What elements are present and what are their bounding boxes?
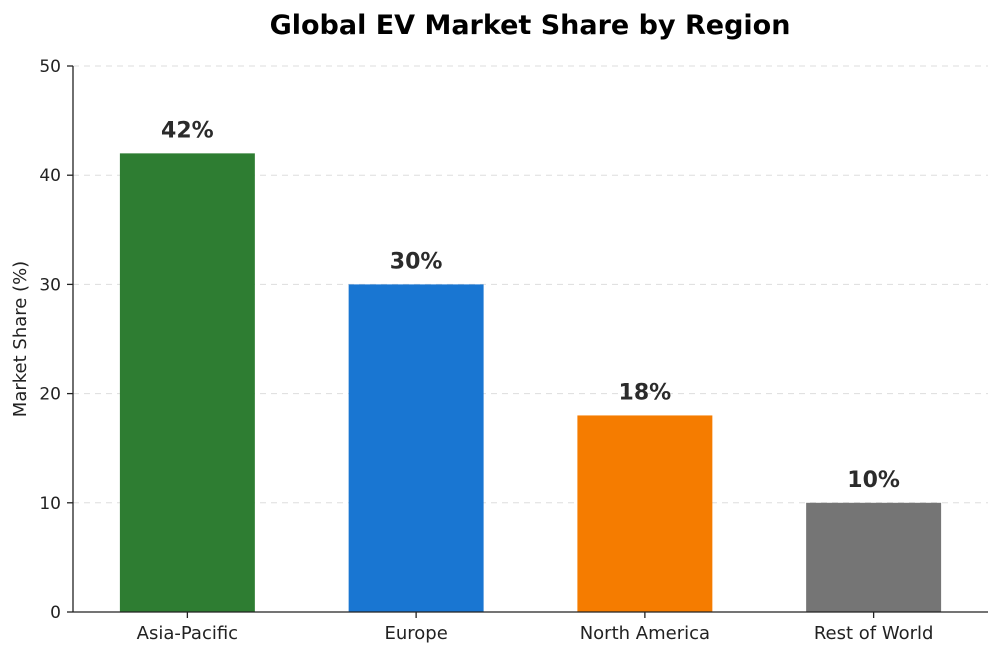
value-label: 30%	[390, 249, 443, 274]
y-axis-label: Market Share (%)	[10, 261, 31, 417]
y-tick-label: 10	[39, 494, 61, 514]
value-labels: 42% 30% 18% 10%	[161, 118, 900, 492]
bar-europe	[348, 284, 484, 612]
value-label: 42%	[161, 118, 214, 143]
x-tick-label: Rest of World	[814, 623, 934, 644]
y-ticks: 0 10 20 30 40 50	[39, 57, 73, 623]
bar-north-america	[577, 415, 713, 612]
x-tick-label: North America	[580, 623, 710, 644]
x-tick-label: Asia-Pacific	[137, 623, 238, 644]
y-tick-label: 50	[39, 57, 61, 77]
x-tick-label: Europe	[384, 623, 447, 644]
bar-rest-of-world	[806, 502, 942, 612]
y-tick-label: 40	[39, 166, 61, 186]
chart-title: Global EV Market Share by Region	[270, 10, 791, 41]
bars	[119, 153, 942, 613]
value-label: 18%	[619, 380, 672, 405]
value-label: 10%	[847, 468, 900, 493]
y-tick-label: 20	[39, 385, 61, 405]
y-tick-label: 30	[39, 275, 61, 295]
x-ticks: Asia-Pacific Europe North America Rest of W…	[137, 612, 934, 644]
axes	[72, 66, 988, 613]
bar-asia-pacific	[119, 153, 255, 613]
y-tick-label: 0	[50, 603, 61, 623]
